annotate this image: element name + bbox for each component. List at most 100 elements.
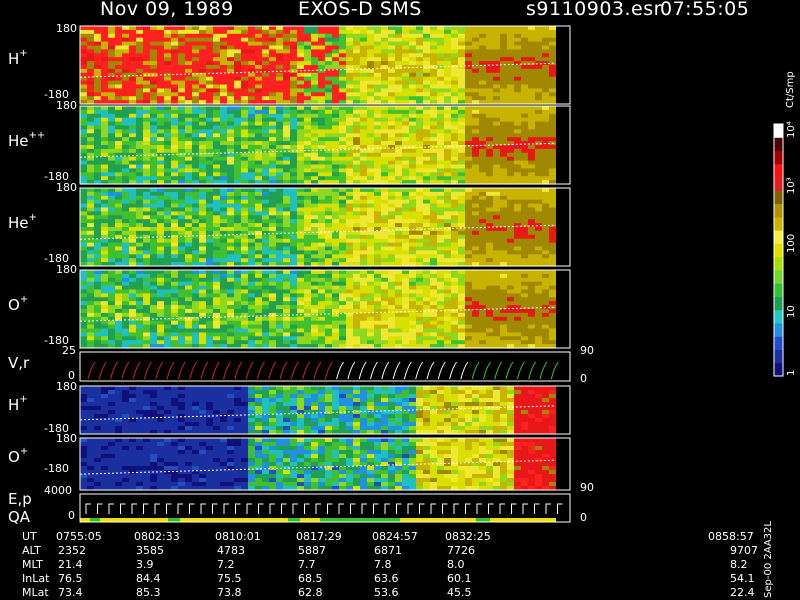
heatmap-cell <box>213 133 220 138</box>
heatmap-cell <box>451 61 458 66</box>
heatmap-cell <box>171 53 178 58</box>
heatmap-cell <box>514 262 521 267</box>
heatmap-cell <box>416 164 423 169</box>
heatmap-cell <box>486 96 493 101</box>
heatmap-cell <box>213 293 220 298</box>
heatmap-cell <box>416 262 423 267</box>
heatmap-cell <box>514 61 521 66</box>
heatmap-cell <box>269 176 276 181</box>
heatmap-cell <box>388 100 395 105</box>
heatmap-cell <box>248 258 255 263</box>
heatmap-cell <box>451 57 458 62</box>
heatmap-cell <box>164 254 171 259</box>
heatmap-cell <box>269 344 276 349</box>
heatmap-cell <box>94 250 101 255</box>
heatmap-cell <box>115 168 122 173</box>
heatmap-cell <box>290 336 297 341</box>
heatmap-cell <box>297 246 304 251</box>
heatmap-cell <box>402 88 409 93</box>
heatmap-cell <box>108 211 115 216</box>
heatmap-cell <box>276 152 283 158</box>
heatmap-cell <box>318 29 325 35</box>
heatmap-cell <box>171 41 178 47</box>
heatmap-cell <box>234 309 241 314</box>
heatmap-cell <box>276 211 283 216</box>
heatmap-cell <box>199 76 206 82</box>
heatmap-cell <box>451 246 458 251</box>
heatmap-cell <box>185 207 192 212</box>
heatmap-cell <box>108 238 115 244</box>
heatmap-cell <box>136 340 143 345</box>
heatmap-cell <box>416 61 423 66</box>
heatmap-cell <box>157 199 164 205</box>
heatmap-cell <box>269 29 276 35</box>
heatmap-cell <box>80 199 87 205</box>
heatmap-cell <box>528 92 535 97</box>
heatmap-cell <box>521 133 528 138</box>
heatmap-cell <box>325 223 332 228</box>
heatmap-cell <box>87 250 94 255</box>
heatmap-cell <box>269 65 276 70</box>
heatmap-cell <box>528 26 535 31</box>
heatmap-cell <box>486 160 493 166</box>
heatmap-cell <box>269 242 276 248</box>
heatmap-cell <box>213 172 220 177</box>
heatmap-cell <box>192 84 199 89</box>
heatmap-cell <box>290 301 297 306</box>
heatmap-cell <box>367 211 374 216</box>
heatmap-cell <box>143 324 150 330</box>
heatmap-cell <box>374 125 381 130</box>
heatmap-cell <box>185 301 192 306</box>
heatmap-cell <box>388 273 395 279</box>
heatmap-cell <box>437 191 444 197</box>
heatmap-cell <box>164 68 171 74</box>
heatmap-cell <box>80 76 87 82</box>
heatmap-cell <box>486 203 493 209</box>
heatmap-cell <box>486 141 493 146</box>
heatmap-cell <box>290 156 297 162</box>
heatmap-cell <box>486 61 493 66</box>
heatmap-cell <box>227 121 234 127</box>
heatmap-cell <box>374 109 381 115</box>
heatmap-cell <box>87 109 94 115</box>
heatmap-cell <box>304 324 311 330</box>
heatmap-cell <box>171 211 178 216</box>
heatmap-cell <box>157 176 164 181</box>
heatmap-cell <box>136 254 143 259</box>
heatmap-cell <box>353 92 360 97</box>
heatmap-cell <box>101 203 108 209</box>
heatmap-cell <box>192 336 199 341</box>
heatmap-cell <box>185 76 192 82</box>
heatmap-cell <box>220 238 227 244</box>
heatmap-cell <box>402 223 409 228</box>
heatmap-cell <box>241 215 248 220</box>
heatmap-cell <box>437 37 444 43</box>
heatmap-cell <box>101 137 108 142</box>
heatmap-cell <box>101 281 108 287</box>
heatmap-cell <box>416 168 423 173</box>
heatmap-cell <box>528 84 535 89</box>
heatmap-cell <box>297 277 304 283</box>
heatmap-cell <box>430 191 437 197</box>
heatmap-cell <box>241 340 248 345</box>
heatmap-cell <box>388 309 395 314</box>
heatmap-cell <box>346 65 353 70</box>
heatmap-cell <box>129 72 136 78</box>
heatmap-cell <box>374 297 381 302</box>
heatmap-cell <box>535 246 542 251</box>
heatmap-cell <box>402 211 409 216</box>
heatmap-cell <box>101 297 108 302</box>
heatmap-cell <box>381 113 388 119</box>
heatmap-cell <box>346 293 353 298</box>
heatmap-cell <box>346 129 353 134</box>
heatmap-cell <box>381 230 388 236</box>
heatmap-cell <box>227 113 234 119</box>
heatmap-cell <box>465 168 472 173</box>
heatmap-cell <box>213 223 220 228</box>
heatmap-cell <box>248 254 255 259</box>
heatmap-cell <box>108 195 115 201</box>
heatmap-cell <box>444 188 451 193</box>
heatmap-cell <box>521 254 528 259</box>
heatmap-cell <box>311 215 318 220</box>
heatmap-cell <box>311 53 318 58</box>
